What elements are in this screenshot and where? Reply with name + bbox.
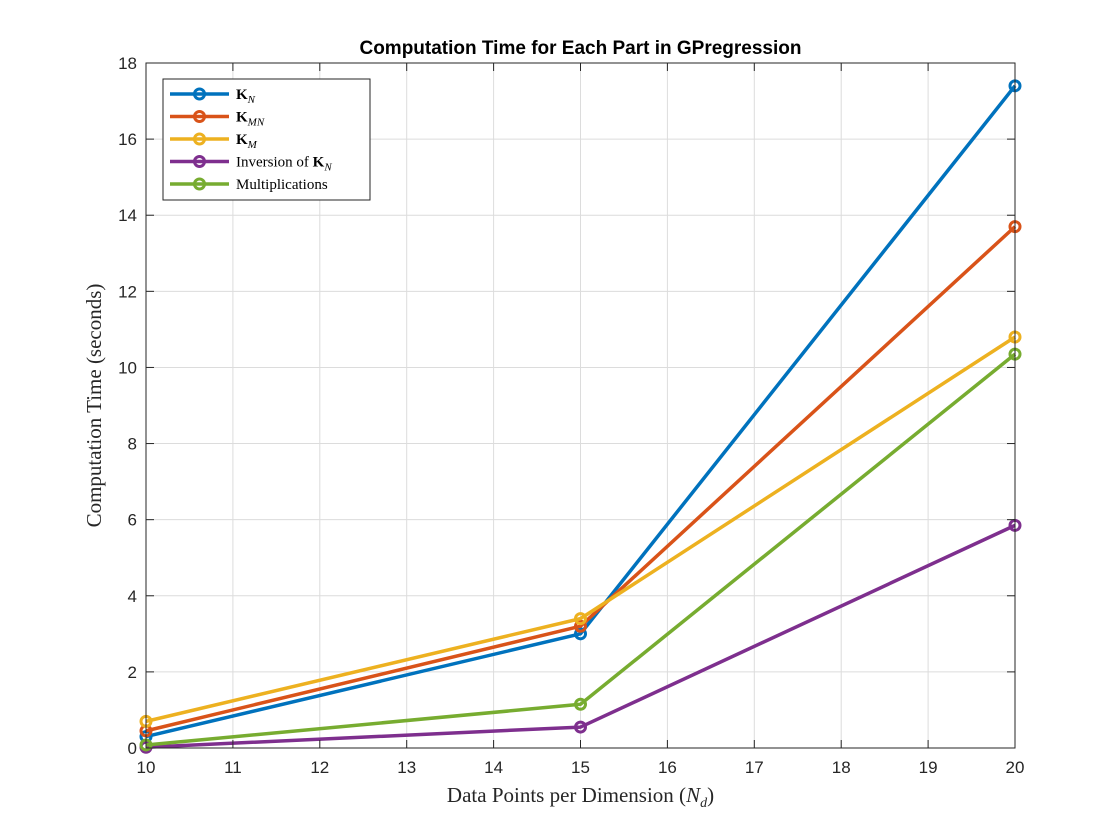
legend-label-symbol: K: [236, 132, 248, 148]
series-line: [145, 84, 1017, 739]
legend-label-symbol: K: [313, 155, 325, 171]
x-tick-label: 16: [658, 758, 677, 777]
legend-label-subscript: M: [247, 139, 258, 151]
x-tick-label: 18: [832, 758, 851, 777]
y-tick-label: 12: [118, 282, 137, 301]
legend-swatch-marker: [193, 110, 206, 123]
x-tick-label: 11: [224, 758, 242, 777]
y-tick-label: 2: [128, 663, 137, 682]
legend-label-prefix: Multiplications: [236, 177, 328, 193]
x-axis-label-sub: d: [700, 796, 708, 811]
y-axis-label: Computation Time (seconds): [82, 284, 106, 528]
legend-label: KMN: [236, 110, 265, 129]
x-tick-label: 13: [397, 758, 416, 777]
legend-label-subscript: N: [323, 162, 332, 174]
y-tick-label: 6: [128, 511, 137, 530]
y-tick-label: 8: [128, 435, 137, 454]
data-point: [574, 697, 587, 711]
x-tick-label: 15: [571, 758, 590, 777]
legend-label-subscript: N: [247, 94, 256, 106]
legend-swatch-marker: [193, 177, 206, 191]
x-tick-label: 10: [137, 758, 156, 777]
y-tick-label: 16: [118, 130, 137, 149]
y-tick-label: 14: [118, 206, 137, 225]
x-axis-label-var: N: [685, 783, 701, 807]
x-tick-label: 17: [745, 758, 764, 777]
data-point: [574, 619, 587, 633]
series-line: [145, 225, 1017, 733]
x-tick-label: 19: [919, 758, 938, 777]
legend-item: Inversion of KN: [170, 155, 332, 174]
axis-ticks: [145, 62, 1016, 749]
legend-item: KMN: [170, 110, 265, 129]
x-tick-label: 12: [310, 758, 329, 777]
series-line: [145, 335, 1016, 724]
x-axis-label-text: Data Points per Dimension (: [447, 783, 686, 807]
y-tick-label: 4: [128, 587, 137, 606]
series-line: [145, 352, 1017, 747]
y-tick-label: 0: [128, 739, 137, 758]
x-axis-label-close: ): [707, 783, 714, 807]
legend-label-symbol: K: [236, 87, 248, 103]
legend-swatch-marker: [193, 155, 206, 168]
legend-label: Inversion of KN: [236, 155, 332, 174]
legend-label-subscript: MN: [247, 117, 265, 129]
data-point: [574, 627, 587, 641]
y-tick-label: 10: [118, 358, 137, 377]
data-point: [574, 720, 587, 734]
legend-item: KN: [170, 87, 256, 106]
legend-item: Multiplications: [170, 177, 328, 193]
legend-swatch-marker: [193, 132, 206, 146]
legend-item: KM: [170, 132, 258, 151]
chart-title: Computation Time for Each Part in GPregr…: [359, 38, 801, 59]
legend-label: KN: [236, 87, 256, 106]
y-tick-label: 18: [118, 54, 137, 73]
legend-label-prefix: Inversion of: [236, 155, 313, 171]
axis-tick-labels: 10 11 12 13 14 15 16 17 18 19 20 0 2 4 6 8 10 12 14 16 18: [118, 54, 1024, 777]
x-tick-label: 20: [1006, 758, 1025, 777]
legend-label-symbol: K: [236, 110, 248, 126]
series-line: [145, 523, 1016, 749]
x-tick-label: 14: [484, 758, 503, 777]
legend-label: Multiplications: [236, 177, 328, 193]
x-axis-label: Data Points per Dimension (Nd): [447, 783, 714, 811]
data-point: [574, 612, 587, 626]
legend-swatch-marker: [193, 87, 206, 101]
legend-label: KM: [236, 132, 258, 151]
